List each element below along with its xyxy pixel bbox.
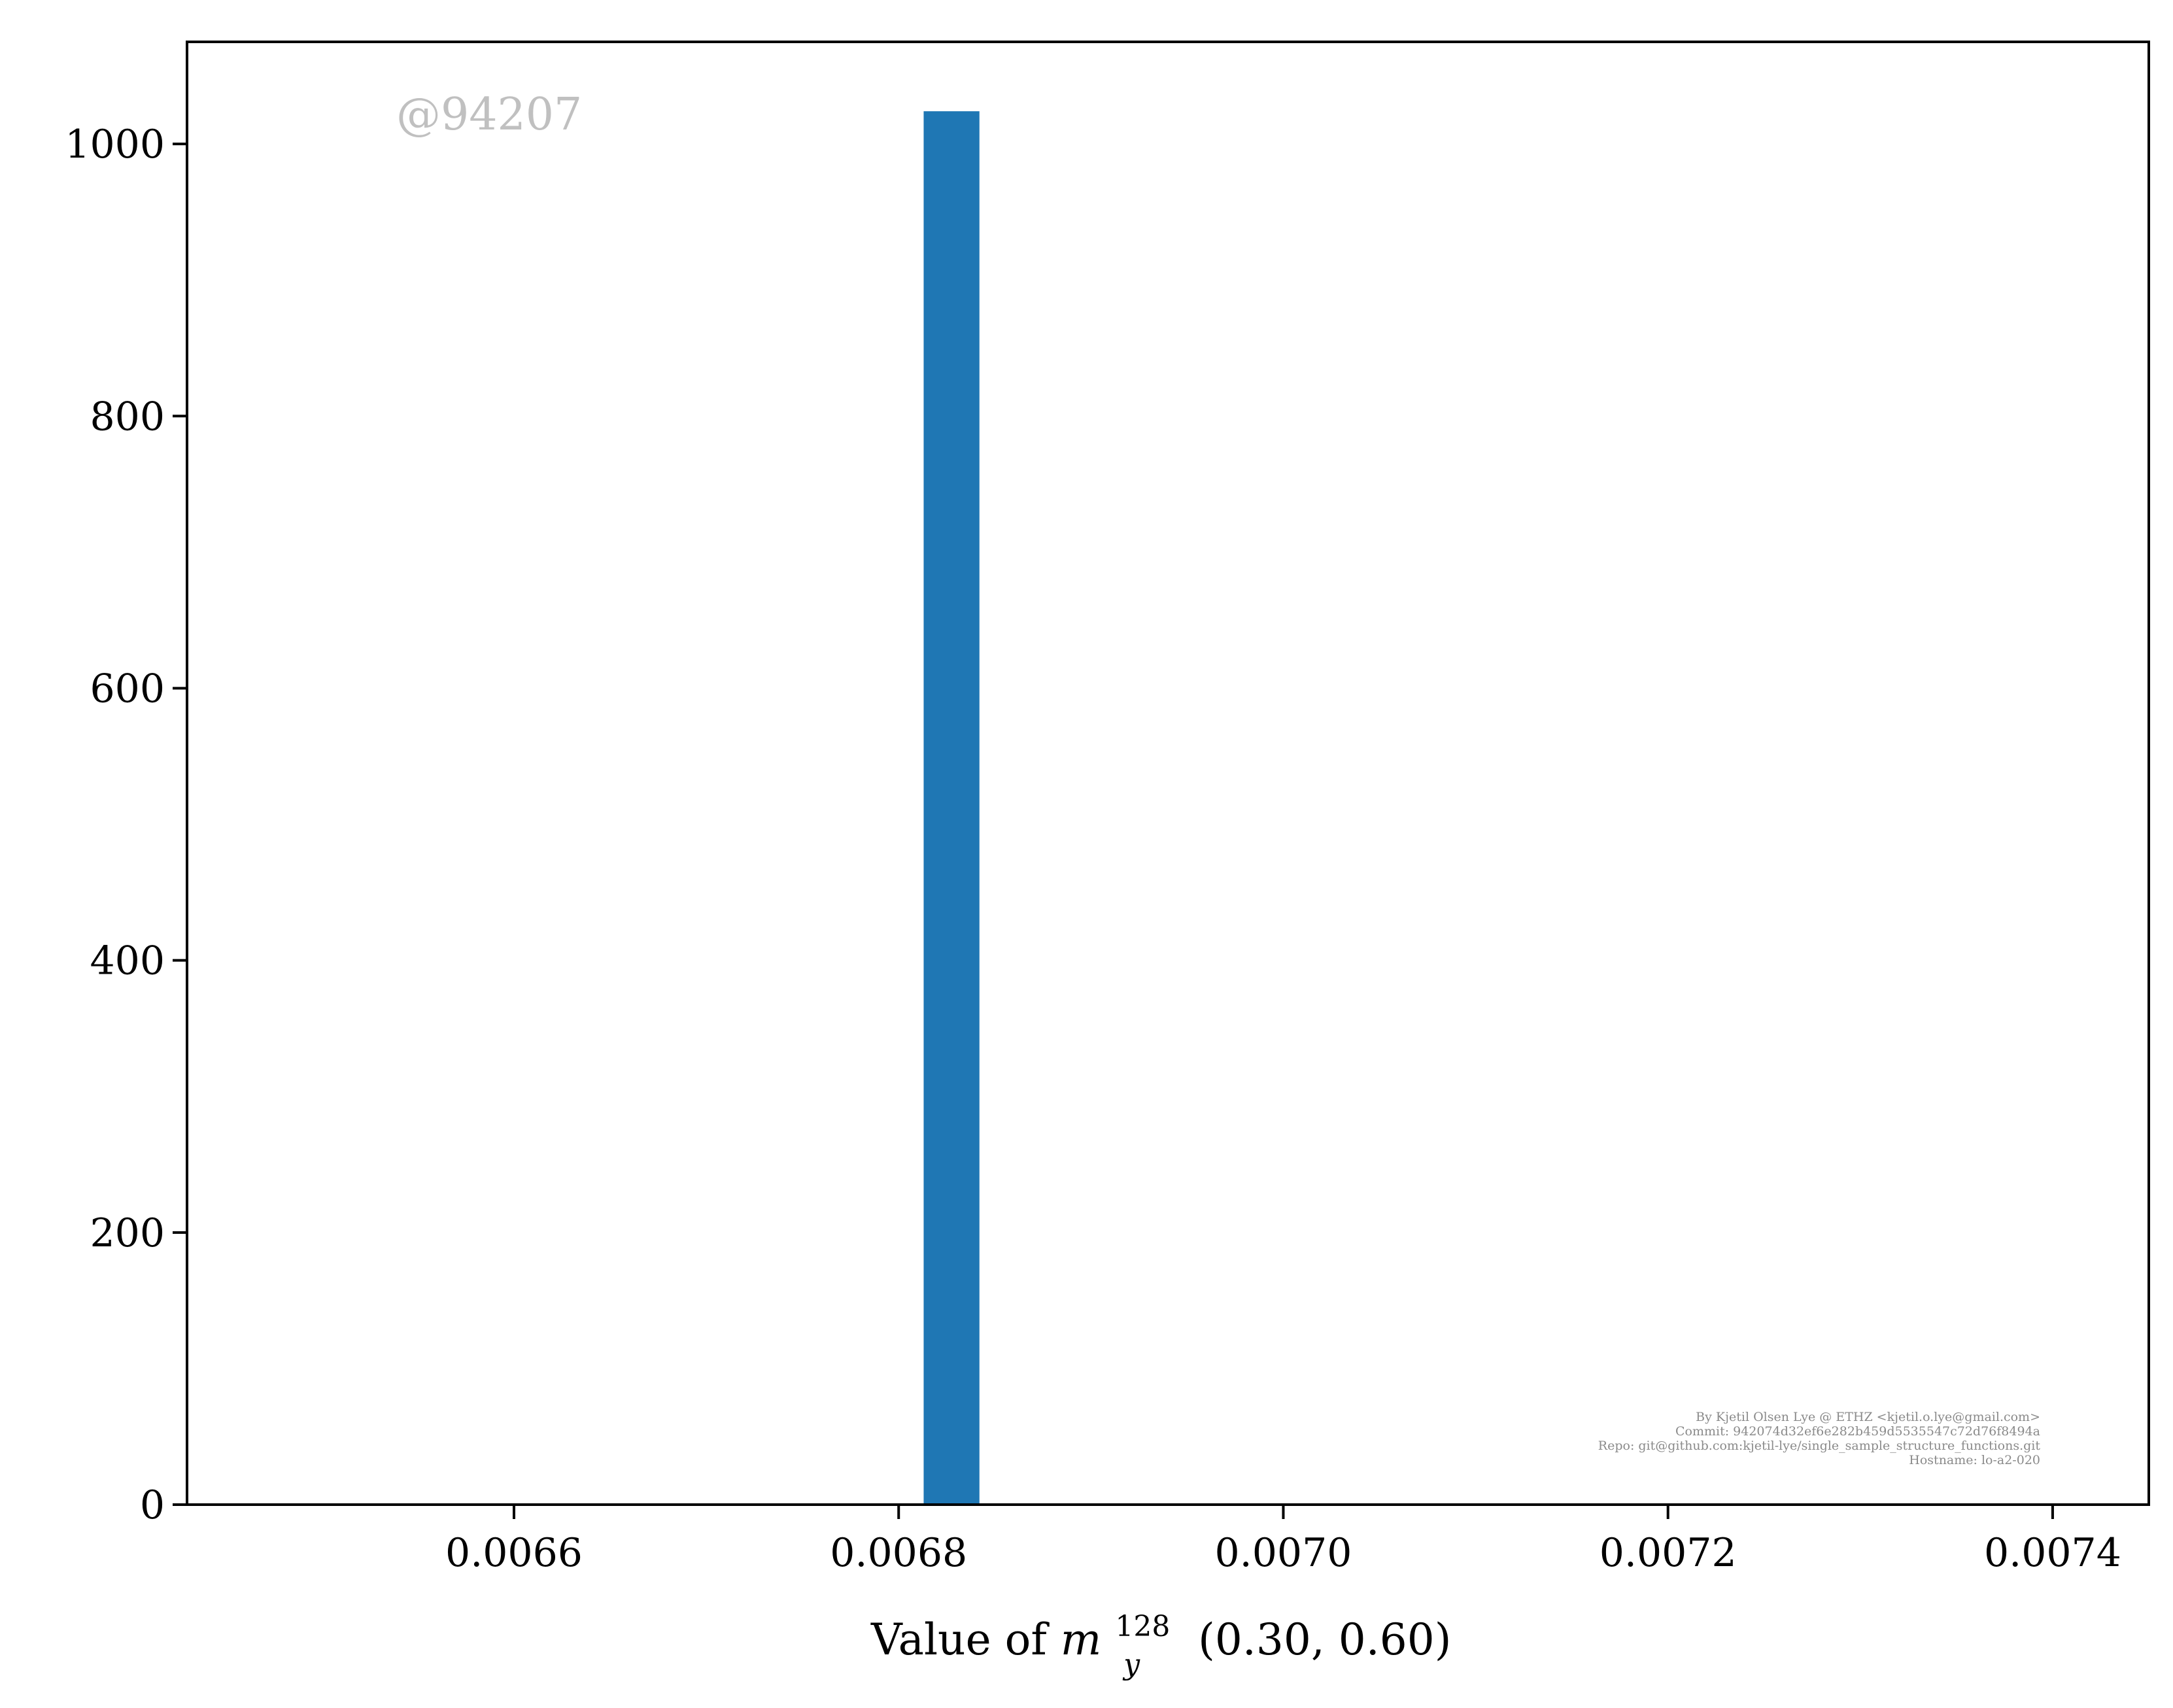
x-axis-label-sub: y <box>1122 1648 1140 1681</box>
axes-frame <box>186 41 2150 1506</box>
x-axis-label-var: m <box>1061 1614 1102 1665</box>
x-tick-label: 0.0066 <box>445 1530 583 1576</box>
watermark: @94207 <box>396 89 582 141</box>
histogram-bar <box>923 111 980 1505</box>
credit-line: Commit: 942074d32ef6e282b459d5535547c72d… <box>1675 1424 2040 1439</box>
x-axis-label-prefix: Value of <box>870 1614 1061 1665</box>
y-tick-label: 200 <box>90 1210 165 1256</box>
x-axis-label-sup: 128 <box>1115 1610 1170 1643</box>
y-tick-label: 400 <box>90 938 165 984</box>
bars-group <box>923 111 980 1505</box>
x-ticks-group: 0.0066 0.0068 0.0070 0.0072 0.0074 <box>445 1505 2121 1576</box>
x-tick-label: 0.0074 <box>1984 1530 2121 1576</box>
y-tick-label: 800 <box>90 394 165 439</box>
credits-block: By Kjetil Olsen Lye @ ETHZ <kjetil.o.lye… <box>1598 1410 2041 1467</box>
credit-line: By Kjetil Olsen Lye @ ETHZ <kjetil.o.lye… <box>1696 1410 2040 1424</box>
plot-background <box>187 42 2149 1505</box>
x-tick-label: 0.0070 <box>1214 1530 1352 1576</box>
y-tick-label: 600 <box>90 666 165 711</box>
credit-line: Repo: git@github.com:kjetil-lye/single_s… <box>1598 1439 2041 1453</box>
x-axis-label-args: (0.30, 0.60) <box>1198 1614 1451 1665</box>
x-tick-label: 0.0072 <box>1600 1530 1737 1576</box>
x-axis-label: Value of m 128 y (0.30, 0.60) <box>870 1596 1452 1684</box>
credit-line: Hostname: lo-a2-020 <box>1909 1453 2040 1467</box>
x-tick-label: 0.0068 <box>830 1530 967 1576</box>
y-ticks-group: 0 200 400 600 800 1000 <box>65 122 187 1528</box>
y-tick-label: 1000 <box>65 122 165 167</box>
y-tick-label: 0 <box>140 1482 165 1528</box>
